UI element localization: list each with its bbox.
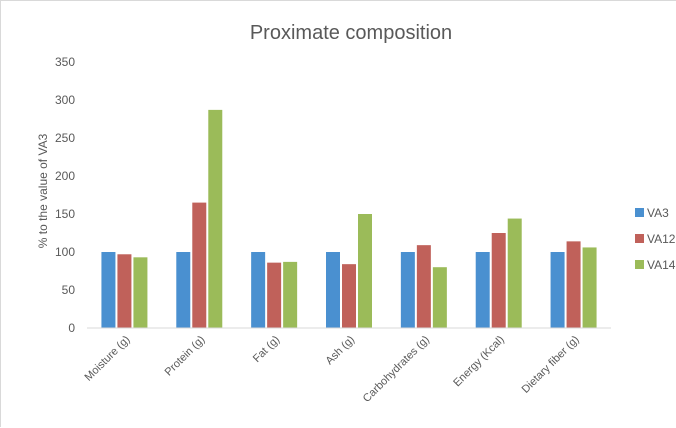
bar-va14-3 <box>358 214 372 328</box>
y-tick-label: 300 <box>55 93 75 107</box>
y-axis-label: % to the value of VA3 <box>36 133 50 248</box>
x-category-label: Fat (g) <box>251 334 282 365</box>
bar-va14-6 <box>582 247 597 328</box>
y-axis-ticks: 0 50 100 150 200 250 300 350 <box>55 55 75 335</box>
bar-va14-5 <box>507 218 522 328</box>
legend-swatch-va12 <box>635 234 644 243</box>
bar-va12-1 <box>192 202 207 328</box>
bar-va14-1 <box>208 109 223 328</box>
bar-va12-5 <box>491 233 506 328</box>
x-category-label: Energy (Kcal) <box>451 334 507 390</box>
y-tick-label: 100 <box>55 245 75 259</box>
x-category-label: Protein (g) <box>163 334 208 379</box>
bar-va3-4 <box>400 252 415 328</box>
legend: VA3 VA12 VA14 <box>635 206 676 272</box>
y-tick-label: 150 <box>55 207 75 221</box>
x-category-label: Ash (g) <box>324 334 358 368</box>
legend-swatch-va3 <box>635 208 644 217</box>
bar-va14-0 <box>133 257 148 328</box>
legend-swatch-va14 <box>635 260 644 269</box>
bar-va14-2 <box>283 261 298 328</box>
bar-va3-6 <box>550 252 565 328</box>
x-category-label: Dietary fiber (g) <box>520 334 582 396</box>
bar-va3-3 <box>326 252 340 328</box>
bar-va3-5 <box>475 252 490 328</box>
x-category-label: Moisture (g) <box>83 334 133 384</box>
y-tick-label: 0 <box>68 321 75 335</box>
y-tick-label: 250 <box>55 131 75 145</box>
bar-va14-4 <box>432 267 447 328</box>
legend-label-va3: VA3 <box>647 206 669 220</box>
bars <box>101 109 597 328</box>
y-tick-label: 200 <box>55 169 75 183</box>
bar-va12-6 <box>566 241 581 328</box>
legend-label-va12: VA12 <box>647 232 676 246</box>
y-tick-label: 50 <box>62 283 76 297</box>
bar-va3-1 <box>176 252 191 328</box>
bar-va3-0 <box>101 252 116 328</box>
y-tick-label: 350 <box>55 55 75 69</box>
x-axis-category-labels: Moisture (g) Protein (g) Fat (g) Ash (g) Car… <box>83 334 582 405</box>
bar-va12-0 <box>117 254 132 328</box>
bar-va3-2 <box>251 252 266 328</box>
bar-va12-3 <box>342 264 356 328</box>
bar-va12-4 <box>416 245 431 328</box>
chart-title: Proximate composition <box>250 22 452 44</box>
bar-va12-2 <box>267 262 282 328</box>
legend-label-va14: VA14 <box>647 258 676 272</box>
x-category-label: Carbohydrates (g) <box>361 334 432 405</box>
